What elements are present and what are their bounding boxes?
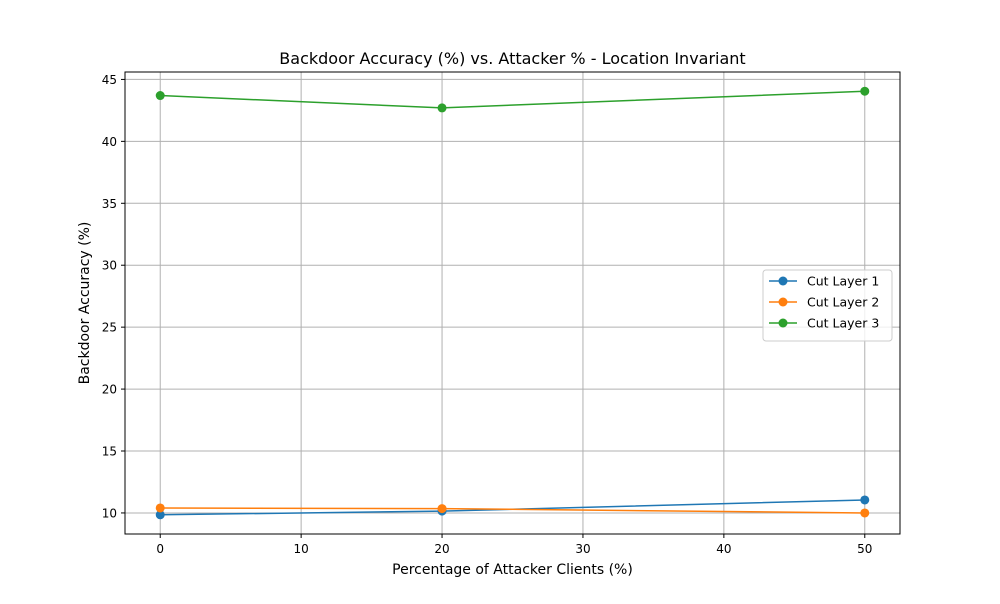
series-layer [155, 86, 870, 520]
data-point [437, 504, 447, 514]
series-2 [155, 503, 870, 518]
ticks: 0 10 20 30 40 50 10 15 20 25 30 35 40 45 [102, 73, 873, 556]
data-point [155, 91, 165, 101]
data-point [155, 510, 165, 520]
y-axis-label: Backdoor Accuracy (%) [77, 222, 93, 385]
data-point [860, 508, 870, 518]
legend-label: Cut Layer 2 [807, 295, 879, 310]
legend-marker [778, 297, 788, 307]
data-point [437, 103, 447, 113]
legend-label: Cut Layer 1 [807, 274, 879, 289]
legend-item: Cut Layer 2 [769, 295, 879, 310]
y-tick-label: 15 [102, 445, 117, 459]
y-tick-label: 20 [102, 383, 117, 397]
x-axis-label: Percentage of Attacker Clients (%) [392, 562, 633, 578]
series-3 [155, 86, 870, 113]
data-point [860, 495, 870, 505]
y-tick-label: 30 [102, 259, 117, 273]
x-tick-label: 0 [156, 542, 164, 556]
y-tick-label: 10 [102, 506, 117, 520]
x-tick-label: 50 [857, 542, 872, 556]
legend-marker [778, 276, 788, 286]
x-tick-label: 40 [716, 542, 731, 556]
data-point [860, 86, 870, 96]
legend: Cut Layer 1 Cut Layer 2 Cut Layer 3 [762, 269, 893, 342]
plot-frame [124, 71, 901, 535]
legend-item: Cut Layer 3 [769, 316, 879, 331]
legend-marker [778, 318, 788, 328]
legend-item: Cut Layer 1 [769, 274, 879, 289]
y-tick-label: 45 [102, 73, 117, 87]
y-tick-label: 25 [102, 321, 117, 335]
x-tick-label: 30 [575, 542, 590, 556]
x-tick-label: 10 [293, 542, 308, 556]
data-point [155, 503, 165, 513]
x-tick-label: 20 [434, 542, 449, 556]
y-tick-label: 35 [102, 197, 117, 211]
y-tick-label: 40 [102, 135, 117, 149]
chart-title: Backdoor Accuracy (%) vs. Attacker % - L… [279, 49, 745, 68]
legend-label: Cut Layer 3 [807, 316, 879, 331]
